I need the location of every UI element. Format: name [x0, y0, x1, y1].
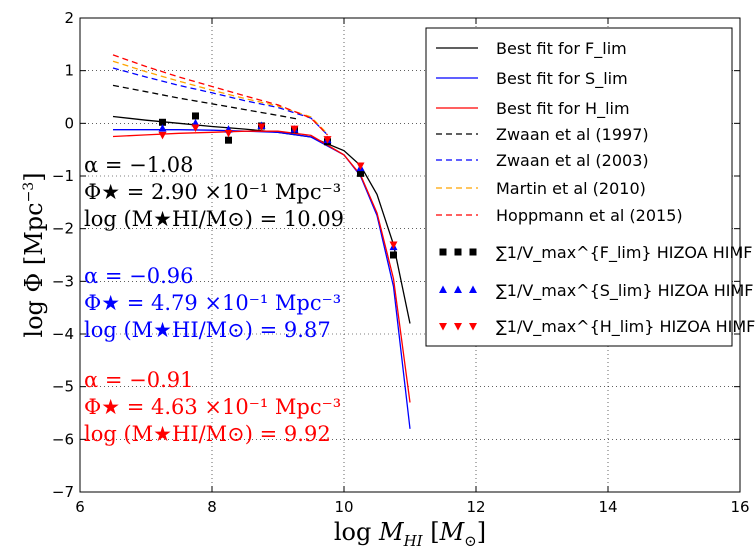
data-point: [192, 112, 199, 120]
fit-parameter-text: α = −0.96: [84, 264, 193, 288]
data-point: [357, 169, 364, 177]
legend-label: Best fit for H_lim: [496, 99, 630, 119]
legend-marker: [439, 323, 447, 331]
legend-label: Hoppmann et al (2015): [496, 206, 683, 225]
x-tick-label: 8: [207, 498, 217, 516]
data-point: [356, 162, 365, 170]
fit-parameter-text: log (M★HI/M⊙) = 9.92: [84, 422, 331, 446]
plot-series: [112, 54, 411, 429]
fit-parameter-text: α = −0.91: [84, 368, 193, 392]
fit-parameter-text: α = −1.08: [84, 153, 193, 177]
fit-parameter-text: Φ★ = 4.79 ×10⁻¹ Mpc⁻³: [84, 291, 341, 315]
reference-curve: [112, 84, 298, 120]
x-tick-label: 10: [334, 498, 353, 516]
reference-curve: [112, 67, 328, 136]
y-tick-label: 0: [64, 114, 74, 132]
legend-marker: [439, 285, 447, 293]
y-tick-label: −5: [52, 378, 74, 396]
y-tick-label: 1: [64, 62, 74, 80]
reference-curve: [112, 60, 328, 135]
x-tick-label: 12: [466, 498, 485, 516]
data-point: [225, 136, 232, 144]
legend-label: ∑1/V_max^{F_lim} HIZOA HIMF: [496, 243, 753, 263]
legend-marker: [469, 248, 477, 256]
legend: Best fit for F_lim Best fit for S_lim Best…: [425, 27, 755, 347]
fit-curve: [112, 130, 411, 403]
legend-label: ∑1/V_max^{H_lim} HIZOA HIMF: [496, 317, 755, 337]
data-point: [159, 118, 166, 126]
data-point: [323, 136, 332, 144]
fit-parameter-text: Φ★ = 2.90 ×10⁻¹ Mpc⁻³: [84, 180, 341, 204]
y-tick-label: 2: [64, 9, 74, 27]
y-tick-label: −2: [52, 220, 74, 238]
data-point: [158, 131, 167, 140]
legend-label: Zwaan et al (1997): [496, 125, 649, 144]
data-point: [191, 124, 200, 133]
legend-label: Best fit for F_lim: [496, 39, 627, 59]
fit-parameter-annotations: α = −1.08 Φ★ = 2.90 ×10⁻¹ Mpc⁻³ log (M★HI/…: [84, 153, 344, 446]
legend-label: Zwaan et al (2003): [496, 151, 649, 170]
fit-parameter-text: log (M★HI/M⊙) = 9.87: [84, 318, 331, 342]
plot-frame: [79, 17, 741, 493]
y-tick-label: −6: [52, 430, 74, 448]
legend-label: Best fit for S_lim: [496, 69, 628, 89]
y-axis-label: log Φ [Mpc−3]: [20, 172, 48, 337]
legend-label: ∑1/V_max^{S_lim} HIZOA HIMF: [496, 281, 753, 301]
data-point: [389, 241, 398, 249]
legend-marker: [439, 248, 447, 256]
y-tick-label: −7: [52, 483, 74, 501]
fit-curve: [113, 129, 411, 429]
fit-parameter-text: log (M★HI/M⊙) = 10.09: [84, 207, 344, 231]
y-tick-label: −4: [52, 325, 74, 343]
legend-marker: [469, 285, 477, 293]
legend-marker: [454, 248, 462, 256]
data-point: [257, 123, 266, 131]
x-tick-label: 14: [598, 498, 617, 516]
data-point: [224, 129, 233, 138]
x-tick-label: 6: [75, 498, 85, 516]
y-tick-label: −3: [52, 272, 74, 290]
legend-marker: [469, 323, 477, 331]
x-tick-label: 16: [730, 498, 749, 516]
y-tick-label: −1: [52, 167, 74, 185]
legend-label: Martin et al (2010): [496, 179, 646, 198]
x-axis-label: log MHI [M⊙]: [334, 518, 486, 550]
reference-curve: [112, 54, 328, 136]
data-point: [158, 124, 167, 132]
fit-parameter-text: Φ★ = 4.63 ×10⁻¹ Mpc⁻³: [84, 395, 341, 419]
data-point: [290, 125, 299, 134]
data-point: [390, 251, 397, 259]
data-point: [191, 118, 200, 127]
legend-marker: [454, 323, 462, 331]
legend-marker: [454, 285, 462, 293]
